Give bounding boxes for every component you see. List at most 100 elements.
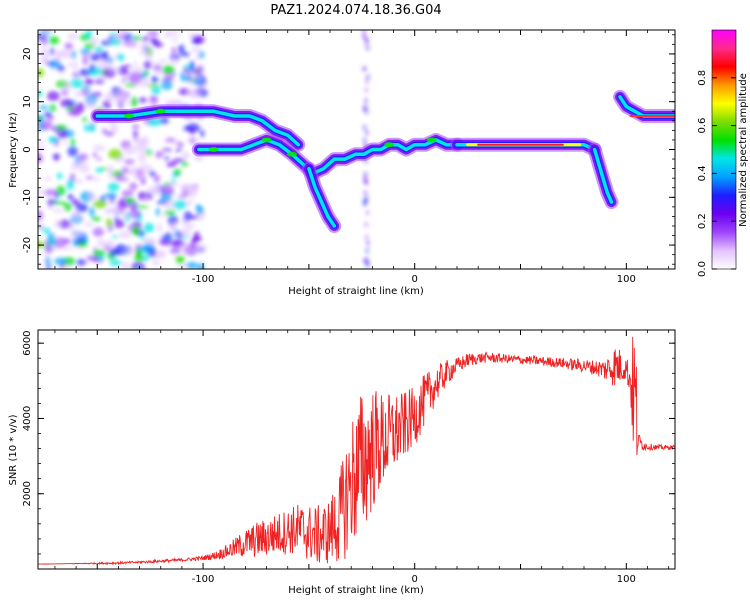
spectrogram-speckle [193,231,200,239]
spectrogram-ridge-layer [90,89,675,233]
spectrogram-speckle [188,88,203,97]
spectrogram-speckle [134,142,148,153]
spectrogram-speckle [123,145,136,155]
spectrogram-speckle [186,201,192,207]
x-tick-label: 100 [617,274,636,285]
spectrogram-speckle [119,200,128,204]
spectrogram-speckle [41,30,48,38]
spectrogram-speckle [62,140,68,145]
spectrogram-speckle [71,210,82,221]
spectrogram-speckle [92,144,106,152]
spectrogram-speckle [127,38,138,49]
spectrogram-speckle [54,220,61,228]
spectrogram-speckle [141,254,150,262]
spectrogram-speckle [54,257,68,266]
spectrogram-speckle [149,95,158,103]
spectrogram-speckle [153,174,160,183]
spectrogram-speckle [172,36,178,43]
spectrogram-speckle [54,237,67,248]
spectrogram-speckle [188,198,194,203]
y-tick-label: -10 [22,189,33,205]
spectrogram-speckle [111,235,119,239]
spectrogram-speckle [123,177,129,182]
spectrogram-peak [426,137,437,143]
spectrogram-peak [286,151,297,157]
spectrogram-marks [38,30,675,269]
spectrogram-speckle [133,138,146,145]
spectrogram-speckle [58,219,72,229]
spectrogram-speckle [72,71,78,76]
spectrogram-speckle [84,221,94,227]
spectrogram-speckle [133,60,138,67]
spectrogram-speckle [113,218,125,229]
spectrogram-streak [366,240,370,246]
spectrogram-streak [365,248,369,254]
spectrogram-speckle [78,153,89,161]
spectrogram-speckle [113,31,128,37]
y-tick-label: 2000 [22,481,33,506]
spectrogram-y-axis-label: Frequency (Hz) [8,112,19,188]
spectrogram-speckle [165,137,176,143]
spectrogram-speckle [189,127,195,136]
spectrogram-speckle [67,32,78,41]
spectrogram-speckle [41,227,51,234]
spectrogram-speckle [196,263,205,269]
spectrogram-speckle [133,36,142,41]
spectrogram-speckle [107,182,120,192]
spectrogram-speckle [158,234,166,239]
spectrogram-speckle [191,40,202,44]
x-tick-label: 0 [412,274,418,285]
spectrogram-speckle [96,157,102,161]
snr-series-line [38,336,675,566]
spectrogram-streak [362,30,366,35]
spectrogram-speckle [156,249,167,258]
spectrogram-speckle [80,48,91,55]
spectrogram-speckle [128,209,142,219]
colorbar-label: Normalized spectral amplitude [738,73,749,227]
spectrogram-speckle [171,46,177,55]
spectrogram-speckle [75,179,84,185]
spectrogram-speckle [177,231,183,239]
spectrogram-speckle [185,222,195,230]
spectrogram-speckle [38,262,43,268]
spectrogram-speckle [92,227,104,237]
y-tick-label: 10 [22,95,33,108]
spectrogram-speckle [77,241,88,248]
spectrogram-speckle [150,75,159,84]
spectrogram-speckle [38,240,45,249]
spectrogram-speckle [109,259,123,267]
snr-y-axis-label: SNR (10 * v/v) [8,414,19,485]
spectrogram-speckle [169,247,181,254]
x-tick-label: -100 [192,574,215,585]
spectrogram-speckle [93,199,107,209]
spectrogram-speckle [124,83,136,87]
spectrogram-ridge-upper [95,109,301,147]
spectrogram-speckle [85,175,94,180]
spectrogram-speckle [107,175,116,180]
spectrogram-speckle [104,91,116,103]
spectrogram-speckle [90,37,98,46]
spectrogram-speckle [200,129,205,138]
spectrogram-speckle [133,254,144,262]
spectrogram-speckle [181,161,189,167]
spectrogram-speckle [148,118,161,127]
spectrogram-speckle [199,84,206,89]
spectrogram-speckle [164,209,176,216]
spectrogram-speckle [124,159,135,165]
spectrogram-speckle [90,216,101,222]
snr-x-axis-label: Height of straight line (km) [288,585,424,596]
y-tick-label: 6000 [22,330,33,355]
spectrogram-speckle [44,189,59,196]
spectrogram-speckle [181,151,190,160]
spectrogram-streak [366,210,370,216]
spectrogram-speckle [142,61,152,69]
spectrogram-speckle [61,246,74,251]
spectrogram-speckle [89,190,95,200]
spectrogram-speckle [71,50,76,60]
spectrogram-x-ticks: -100 0 100 [54,30,670,285]
spectrogram-speckle [161,80,173,90]
y-tick-label: 20 [22,48,33,61]
spectrogram-speckle [114,66,120,72]
spectrogram-speckle [141,36,150,42]
